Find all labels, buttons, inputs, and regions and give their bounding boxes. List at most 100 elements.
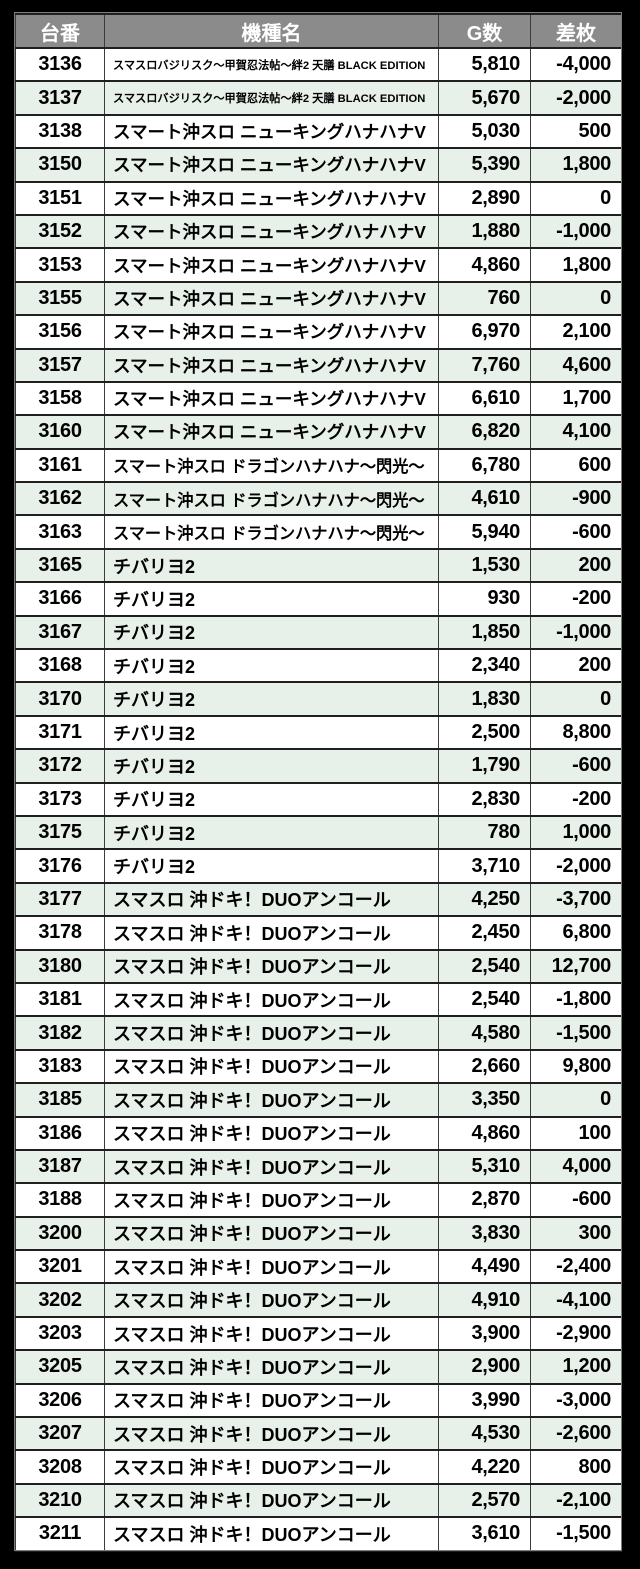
table-row: 3201 スマスロ 沖ドキ！DUOアンコール 4,490 -2,400 — [15, 1249, 622, 1285]
machine-name-cell: チバリヨ2 — [104, 648, 439, 684]
diff-medals-cell: 4,100 — [530, 414, 622, 450]
table-row: 3208 スマスロ 沖ドキ！DUOアンコール 4,220 800 — [15, 1449, 622, 1485]
machine-name-cell: スマート沖スロ ニューキングハナハナV — [104, 414, 439, 450]
machine-number-cell: 3171 — [15, 714, 105, 751]
game-count-cell: 780 — [438, 814, 531, 851]
column-header-machine-number: 台番 — [15, 13, 105, 49]
game-count-cell: 3,710 — [438, 848, 531, 884]
machine-number-cell: 3178 — [15, 915, 105, 951]
game-count-cell: 2,540 — [438, 948, 531, 984]
diff-medals-cell: 1,800 — [530, 247, 622, 283]
table-row: 3171 チバリヨ2 2,500 8,800 — [15, 714, 622, 751]
machine-number-cell: 3150 — [15, 147, 105, 183]
diff-medals-cell: 4,600 — [530, 347, 622, 383]
machine-name-cell: スマスロ 沖ドキ！DUOアンコール — [104, 1482, 439, 1519]
diff-medals-cell: 1,800 — [530, 147, 622, 183]
game-count-cell: 4,220 — [438, 1449, 531, 1485]
machine-name-cell: スマスロ 沖ドキ！DUOアンコール — [104, 981, 439, 1018]
machine-name-cell: スマスロ 沖ドキ！DUOアンコール — [104, 1148, 439, 1185]
game-count-cell: 3,610 — [438, 1516, 531, 1552]
machine-name-cell: スマスロ 沖ドキ！DUOアンコール — [104, 948, 439, 984]
diff-medals-cell: -200 — [530, 781, 622, 817]
diff-medals-cell: -3,000 — [530, 1382, 622, 1419]
diff-medals-cell: 0 — [530, 681, 622, 717]
table-row: 3163 スマート沖スロ ドラゴンハナハナ～閃光～ 5,940 -600 — [15, 514, 622, 550]
machine-name-cell: チバリヨ2 — [104, 781, 439, 817]
machine-name-cell: スマート沖スロ ドラゴンハナハナ～閃光～ — [104, 514, 439, 550]
machine-name-cell: スマスロ 沖ドキ！DUOアンコール — [104, 1416, 439, 1452]
machine-name-cell: スマスロバジリスク～甲賀忍法帖～絆2 天膳 BLACK EDITION — [104, 80, 439, 116]
table-row: 3168 チバリヨ2 2,340 200 — [15, 648, 622, 684]
game-count-cell: 2,660 — [438, 1048, 531, 1085]
diff-medals-cell: -1,000 — [530, 213, 622, 250]
table-row: 3165 チバリヨ2 1,530 200 — [15, 547, 622, 584]
machine-name-cell: スマスロ 沖ドキ！DUOアンコール — [104, 1215, 439, 1252]
machine-number-cell: 3207 — [15, 1416, 105, 1452]
machine-number-cell: 3181 — [15, 981, 105, 1018]
diff-medals-cell: -200 — [530, 581, 622, 617]
diff-medals-cell: 8,800 — [530, 714, 622, 751]
game-count-cell: 4,610 — [438, 481, 531, 517]
table-row: 3138 スマート沖スロ ニューキングハナハナV 5,030 500 — [15, 113, 622, 150]
game-count-cell: 2,890 — [438, 180, 531, 216]
diff-medals-cell: -1,500 — [530, 1516, 622, 1552]
machine-number-cell: 3172 — [15, 748, 105, 784]
diff-medals-cell: -1,800 — [530, 981, 622, 1018]
diff-medals-cell: 0 — [530, 280, 622, 317]
diff-medals-cell: -2,900 — [530, 1315, 622, 1352]
machine-name-cell: チバリヨ2 — [104, 614, 439, 651]
game-count-cell: 5,940 — [438, 514, 531, 550]
diff-medals-cell: -4,000 — [530, 46, 622, 83]
table-row: 3185 スマスロ 沖ドキ！DUOアンコール 3,350 0 — [15, 1082, 622, 1118]
machine-number-cell: 3157 — [15, 347, 105, 383]
machine-number-cell: 3160 — [15, 414, 105, 450]
diff-medals-cell: 0 — [530, 180, 622, 216]
table-row: 3137 スマスロバジリスク～甲賀忍法帖～絆2 天膳 BLACK EDITION 5… — [15, 80, 622, 116]
table-row: 3176 チバリヨ2 3,710 -2,000 — [15, 848, 622, 884]
game-count-cell: 4,580 — [438, 1015, 531, 1051]
machine-number-cell: 3156 — [15, 314, 105, 350]
machine-number-cell: 3200 — [15, 1215, 105, 1252]
table-row: 3180 スマスロ 沖ドキ！DUOアンコール 2,540 12,700 — [15, 948, 622, 984]
machine-number-cell: 3202 — [15, 1282, 105, 1318]
diff-medals-cell: 9,800 — [530, 1048, 622, 1085]
diff-medals-cell: -1,500 — [530, 1015, 622, 1051]
machine-number-cell: 3152 — [15, 213, 105, 250]
machine-number-cell: 3163 — [15, 514, 105, 550]
diff-medals-cell: -900 — [530, 481, 622, 517]
table-row: 3188 スマスロ 沖ドキ！DUOアンコール 2,870 -600 — [15, 1182, 622, 1218]
table-row: 3158 スマート沖スロ ニューキングハナハナV 6,610 1,700 — [15, 380, 622, 417]
table-row: 3155 スマート沖スロ ニューキングハナハナV 760 0 — [15, 280, 622, 317]
machine-name-cell: スマスロ 沖ドキ！DUOアンコール — [104, 1349, 439, 1385]
machine-name-cell: スマスロ 沖ドキ！DUOアンコール — [104, 915, 439, 951]
machine-name-cell: スマスロ 沖ドキ！DUOアンコール — [104, 1382, 439, 1419]
column-header-diff-medals: 差枚 — [530, 13, 622, 49]
machine-number-cell: 3165 — [15, 547, 105, 584]
diff-medals-cell: 200 — [530, 547, 622, 584]
machine-number-cell: 3183 — [15, 1048, 105, 1085]
table-header-row: 台番 機種名 G数 差枚 — [15, 13, 622, 49]
table-row: 3173 チバリヨ2 2,830 -200 — [15, 781, 622, 817]
machine-name-cell: スマート沖スロ ドラゴンハナハナ～閃光～ — [104, 481, 439, 517]
game-count-cell: 4,490 — [438, 1249, 531, 1285]
machine-number-cell: 3162 — [15, 481, 105, 517]
game-count-cell: 5,310 — [438, 1148, 531, 1185]
game-count-cell: 4,530 — [438, 1416, 531, 1452]
game-count-cell: 2,450 — [438, 915, 531, 951]
diff-medals-cell: 200 — [530, 648, 622, 684]
machine-number-cell: 3201 — [15, 1249, 105, 1285]
machine-number-cell: 3168 — [15, 648, 105, 684]
table-row: 3156 スマート沖スロ ニューキングハナハナV 6,970 2,100 — [15, 314, 622, 350]
diff-medals-cell: 300 — [530, 1215, 622, 1252]
machine-number-cell: 3180 — [15, 948, 105, 984]
machine-name-cell: チバリヨ2 — [104, 681, 439, 717]
game-count-cell: 6,970 — [438, 314, 531, 350]
game-count-cell: 2,340 — [438, 648, 531, 684]
machine-number-cell: 3182 — [15, 1015, 105, 1051]
diff-medals-cell: 1,700 — [530, 380, 622, 417]
table-row: 3187 スマスロ 沖ドキ！DUOアンコール 5,310 4,000 — [15, 1148, 622, 1185]
machine-number-cell: 3173 — [15, 781, 105, 817]
diff-medals-cell: -2,400 — [530, 1249, 622, 1285]
diff-medals-cell: -600 — [530, 1182, 622, 1218]
machine-name-cell: チバリヨ2 — [104, 748, 439, 784]
